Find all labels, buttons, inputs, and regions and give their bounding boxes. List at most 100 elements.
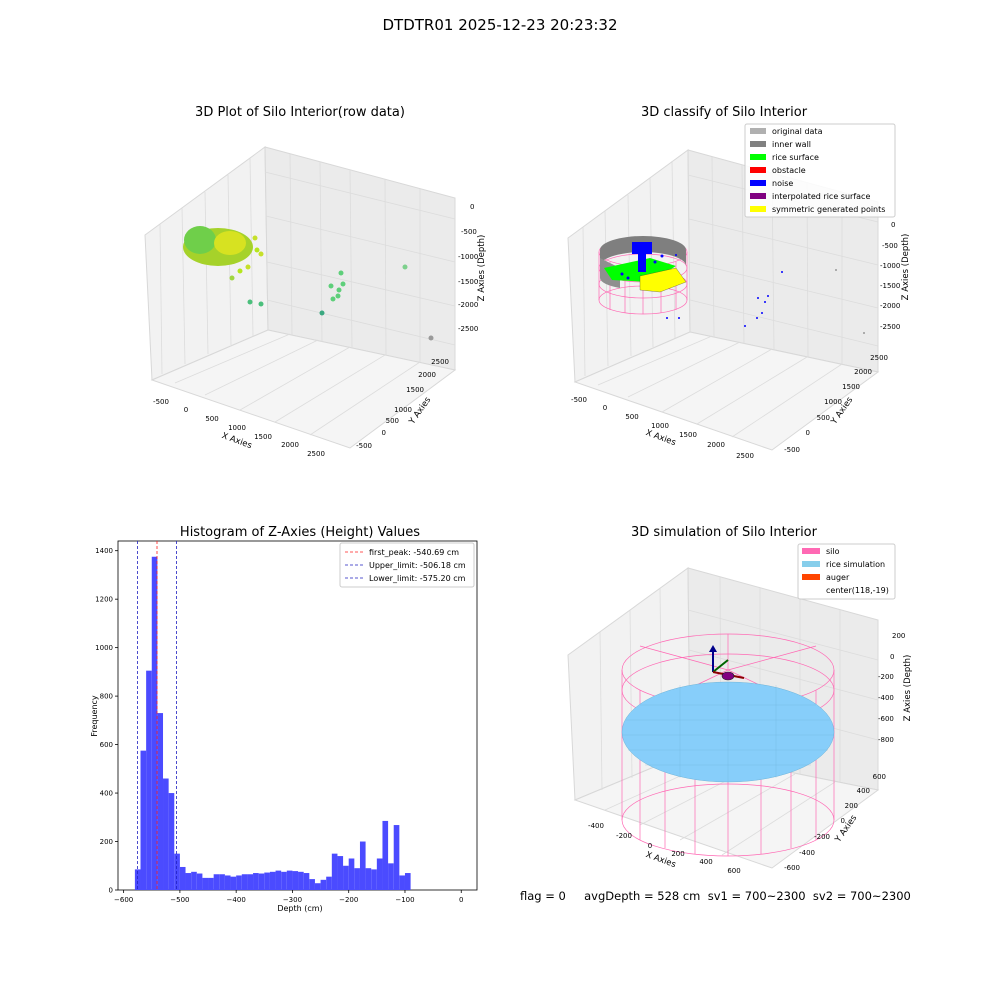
plot1-gridlines bbox=[159, 153, 456, 436]
plot4-y-tick: 400 bbox=[857, 787, 870, 795]
histogram-bar bbox=[399, 875, 405, 890]
legend-label-noise: noise bbox=[772, 179, 793, 188]
plot1-z-tick: -1000 bbox=[458, 253, 478, 261]
legend-label-inner-wall: inner wall bbox=[772, 140, 811, 149]
plot2-x-tick: 1000 bbox=[651, 422, 669, 430]
legend-label-symmetric: symmetric generated points bbox=[772, 205, 885, 214]
plot2-z-tick: -2500 bbox=[880, 323, 900, 331]
plot4-x-tick: 400 bbox=[699, 858, 712, 866]
legend-label-interpolated: interpolated rice surface bbox=[772, 192, 870, 201]
histogram-y-tick-label: 800 bbox=[100, 693, 113, 701]
histogram-bar bbox=[314, 883, 321, 890]
legend-swatch-interpolated bbox=[750, 193, 766, 199]
plot2-x-tick-labels: -500 0 500 1000 1500 2000 2500 bbox=[571, 396, 754, 460]
plot4-z-tick: -200 bbox=[878, 673, 894, 681]
plot2-y-tick: 1000 bbox=[824, 398, 842, 406]
plot1-x-axis-label: X Axies bbox=[220, 431, 253, 451]
legend-swatch-original-data bbox=[750, 128, 766, 134]
histogram-bar bbox=[275, 870, 282, 890]
plot1-y-tick: 2500 bbox=[431, 358, 449, 366]
raw-data-3d-plot: 3D Plot of Silo Interior(row data) bbox=[144, 105, 487, 458]
histogram-title: Histogram of Z-Axies (Height) Values bbox=[180, 525, 420, 540]
plot4-rice-mesh bbox=[622, 682, 834, 782]
histogram-bar bbox=[202, 877, 209, 890]
histogram-bar bbox=[298, 871, 304, 890]
plot2-z-tick: -2000 bbox=[880, 302, 900, 310]
histogram-bar bbox=[168, 793, 175, 890]
plot1-title: 3D Plot of Silo Interior(row data) bbox=[195, 105, 405, 120]
plot1-x-tick: 1500 bbox=[254, 433, 272, 441]
histogram-bar bbox=[269, 871, 276, 890]
histogram-bar bbox=[404, 873, 411, 890]
plot4-z-tick: -400 bbox=[878, 694, 894, 702]
histogram-x-tick-label: −100 bbox=[395, 896, 414, 904]
histogram-bar bbox=[343, 865, 349, 890]
histogram-bar bbox=[146, 670, 152, 890]
plot2-y-tick-labels: -500 0 500 1000 1500 2000 2500 bbox=[784, 354, 888, 454]
plot1-z-tick: -500 bbox=[461, 228, 477, 236]
histogram-bar bbox=[376, 858, 383, 890]
plot4-z-tick: -800 bbox=[878, 736, 894, 744]
histogram-bar bbox=[264, 872, 270, 890]
plot4-x-tick-labels: -400 -200 0 200 400 600 bbox=[588, 822, 741, 875]
plot1-y-tick: -500 bbox=[356, 442, 372, 450]
histogram-bar bbox=[208, 877, 214, 890]
histogram-bar bbox=[140, 750, 147, 890]
plot4-floor-pane bbox=[573, 751, 880, 869]
histogram-bar bbox=[241, 874, 248, 890]
legend-swatch-inner-wall bbox=[750, 141, 766, 147]
plot4-auger bbox=[709, 645, 745, 681]
histogram-x-tick-label: −600 bbox=[114, 896, 133, 904]
plot4-title: 3D simulation of Silo Interior bbox=[631, 525, 818, 540]
legend-swatch-rice-surface bbox=[750, 154, 766, 160]
histogram-bar bbox=[185, 873, 192, 890]
histogram-reference-lines bbox=[137, 541, 177, 890]
histogram-bar bbox=[157, 713, 164, 890]
plot2-y-tick: 2000 bbox=[854, 368, 872, 376]
histogram-chart: Histogram of Z-Axies (Height) Values −60… bbox=[90, 525, 478, 913]
histogram-bar bbox=[191, 871, 197, 890]
plot2-y-tick: -500 bbox=[784, 446, 800, 454]
histogram-bar bbox=[230, 876, 237, 890]
histogram-y-axis-label: Frequency bbox=[90, 695, 99, 737]
plot1-floor-pane bbox=[150, 329, 457, 449]
figure-title: DTDTR01 2025-12-23 20:23:32 bbox=[382, 16, 618, 34]
plot2-x-tick: -500 bbox=[571, 396, 587, 404]
plot4-x-tick: -400 bbox=[588, 822, 604, 830]
status-footer: flag = 0 avgDepth = 528 cm sv1 = 700~230… bbox=[520, 889, 911, 903]
histogram-bar bbox=[309, 879, 315, 890]
plot1-x-tick: -500 bbox=[153, 398, 169, 406]
histogram-bar bbox=[393, 825, 400, 890]
plot1-y-tick: 0 bbox=[382, 429, 386, 437]
histogram-bar bbox=[388, 863, 394, 890]
legend-label-obstacle: obstacle bbox=[772, 166, 806, 175]
plot1-y-tick: 2000 bbox=[418, 371, 436, 379]
plot1-raw-points bbox=[183, 226, 434, 341]
plot1-y-tick: 500 bbox=[386, 417, 399, 425]
plot2-y-tick: 500 bbox=[817, 414, 830, 422]
plot1-y-tick: 1500 bbox=[406, 386, 424, 394]
histogram-bar bbox=[348, 858, 355, 890]
legend-swatch-auger bbox=[802, 574, 820, 580]
histogram-y-tick-label: 600 bbox=[100, 741, 113, 749]
histogram-y-tick-label: 0 bbox=[109, 887, 113, 895]
plot1-z-tick: -1500 bbox=[458, 278, 478, 286]
plot1-x-tick: 2500 bbox=[307, 450, 325, 458]
histogram-plot-area bbox=[117, 540, 478, 891]
plot4-y-tick: 600 bbox=[873, 773, 886, 781]
plot4-y-tick: 0 bbox=[841, 817, 845, 825]
histogram-y-tick-label: 1000 bbox=[95, 644, 113, 652]
plot4-z-tick: 0 bbox=[890, 653, 894, 661]
plot1-x-tick: 1000 bbox=[228, 424, 246, 432]
histogram-bar bbox=[247, 874, 254, 890]
histogram-legend: first_peak: -540.69 cm Upper_limit: -506… bbox=[339, 542, 475, 588]
plot4-z-tick-labels: 200 0 -200 -400 -600 -800 bbox=[878, 632, 905, 744]
histogram-y-ticks: 0 200 400 600 800 1000 1200 1400 bbox=[95, 547, 118, 895]
histogram-bar bbox=[365, 868, 372, 890]
center-marker bbox=[721, 671, 735, 681]
histogram-x-ticks: −600 −500 −400 −300 −200 −100 0 bbox=[114, 890, 463, 904]
histogram-bar bbox=[320, 879, 327, 890]
plot2-z-tick: 0 bbox=[891, 221, 895, 229]
histogram-bars bbox=[134, 556, 411, 890]
histogram-bar bbox=[359, 841, 366, 890]
